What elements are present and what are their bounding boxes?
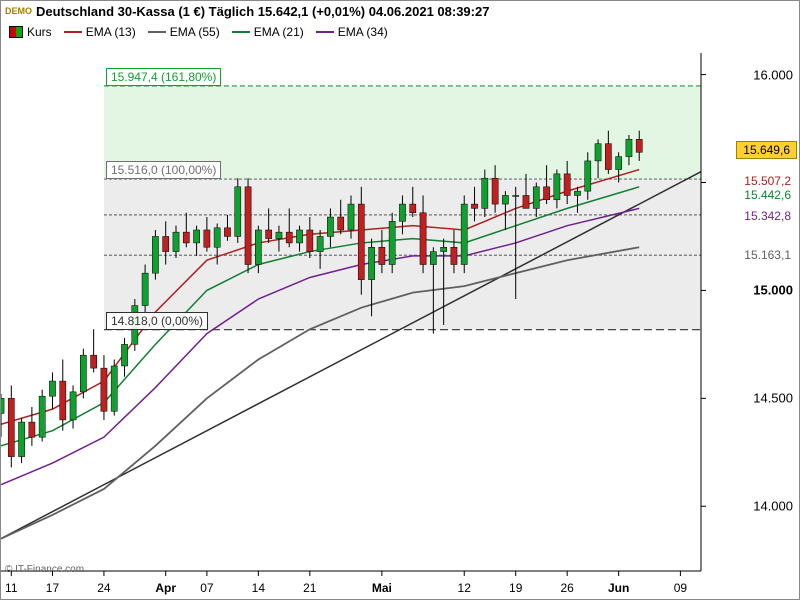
fib-level-label: 15.516,0 (100,00%)	[106, 161, 221, 179]
legend-ema55-label: EMA (55)	[170, 25, 220, 39]
yaxis-tick: 15.000	[753, 283, 793, 298]
price-tag: 15.649,6	[736, 141, 797, 159]
xaxis-tick: 12	[458, 581, 471, 595]
xaxis-tick: 11	[5, 581, 17, 595]
demo-badge: DEMO	[5, 6, 32, 16]
fib-level-label: 14.818,0 (0,00%)	[106, 312, 208, 330]
legend-ema13: EMA (13)	[64, 25, 136, 39]
copyright-label: © IT-Finance.com	[5, 564, 84, 575]
legend-ema21-label: EMA (21)	[254, 25, 304, 39]
ema55-line-icon	[148, 31, 166, 33]
ema21-line-icon	[232, 31, 250, 33]
xaxis-tick: 21	[303, 581, 316, 595]
xaxis-tick: 26	[560, 581, 573, 595]
price-tag: 15.442,6	[738, 187, 797, 203]
legend-ema13-label: EMA (13)	[86, 25, 136, 39]
xaxis-tick: 17	[46, 581, 59, 595]
chart-container: DEMO Deutschland 30-Kassa (1 €) Täglich …	[0, 0, 800, 600]
ema34-line-icon	[316, 31, 334, 33]
legend-kurs: Kurs	[9, 25, 52, 39]
yaxis-tick: 16.000	[753, 67, 793, 82]
yaxis-tick: 14.000	[753, 499, 793, 514]
xaxis-tick: Apr	[155, 581, 176, 595]
legend-ema55: EMA (55)	[148, 25, 220, 39]
chart-header: DEMO Deutschland 30-Kassa (1 €) Täglich …	[1, 1, 799, 21]
kurs-swatch-icon	[9, 26, 23, 38]
ema13-line-icon	[64, 31, 82, 33]
legend-ema34-label: EMA (34)	[338, 25, 388, 39]
price-tag: 15.163,1	[738, 247, 797, 263]
yaxis-tick: 14.500	[753, 391, 793, 406]
legend-kurs-label: Kurs	[27, 25, 52, 39]
fib-level-label: 15.947,4 (161,80%)	[106, 68, 221, 86]
legend-ema34: EMA (34)	[316, 25, 388, 39]
legend-row: Kurs EMA (13) EMA (55) EMA (21) EMA (34)	[1, 21, 799, 43]
price-tag: 15.342,8	[738, 208, 797, 224]
chart-area[interactable]: 16.000 15.000 14.500 14.000 11 17 24 Apr 07 14 21 M…	[1, 43, 799, 599]
xaxis-tick: 19	[509, 581, 522, 595]
xaxis-tick: Mai	[372, 581, 392, 595]
xaxis-tick: 24	[97, 581, 110, 595]
chart-title: Deutschland 30-Kassa (1 €) Täglich 15.64…	[36, 4, 489, 19]
xaxis-tick: 07	[200, 581, 213, 595]
xaxis-tick: 14	[252, 581, 265, 595]
legend-ema21: EMA (21)	[232, 25, 304, 39]
xaxis-tick: 09	[674, 581, 687, 595]
xaxis-tick: Jun	[608, 581, 629, 595]
